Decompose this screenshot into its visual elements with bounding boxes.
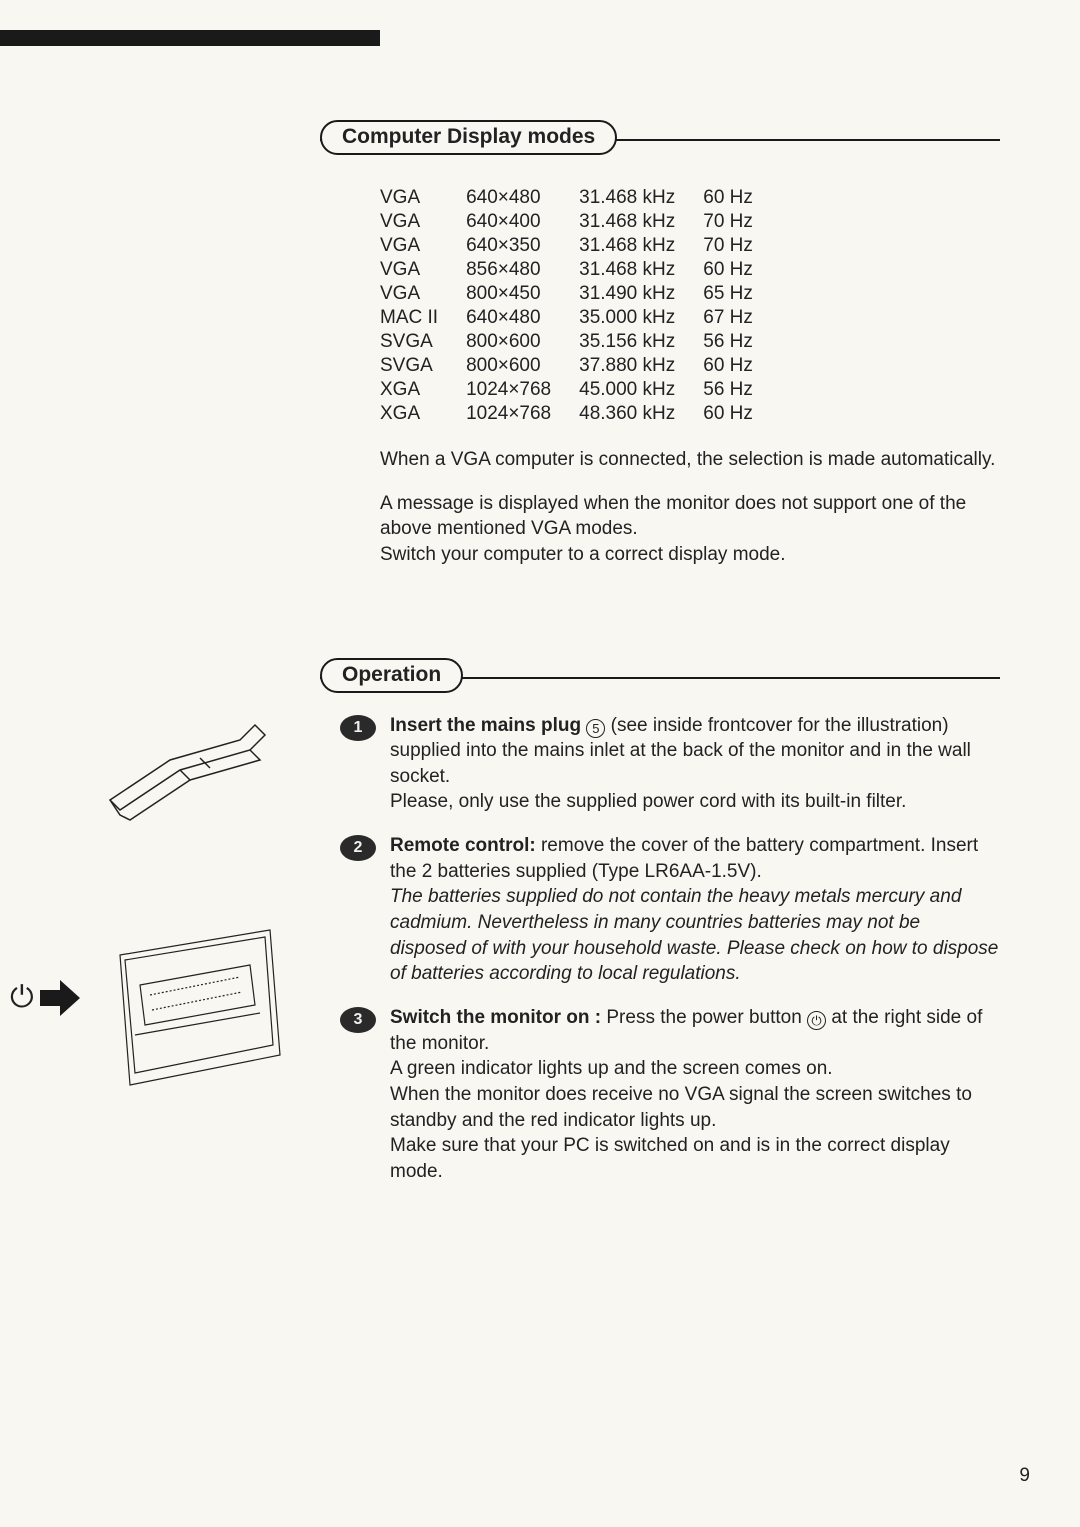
table-row: VGA640×35031.468 kHz70 Hz [380, 235, 781, 259]
display-modes-heading: Computer Display modes [320, 120, 617, 155]
table-cell: VGA [380, 235, 466, 259]
table-cell: 70 Hz [703, 235, 781, 259]
table-cell: 56 Hz [703, 331, 781, 355]
page-top-black-bar [0, 30, 380, 46]
operation-step-1: 1 Insert the mains plug 5 (see inside fr… [340, 713, 1000, 816]
table-cell: 48.360 kHz [579, 403, 703, 427]
table-cell: 31.468 kHz [579, 187, 703, 211]
table-cell: 800×450 [466, 283, 579, 307]
step-badge-1: 1 [340, 715, 376, 741]
table-cell: 1024×768 [466, 379, 579, 403]
table-row: SVGA800×60035.156 kHz56 Hz [380, 331, 781, 355]
table-cell: 640×400 [466, 211, 579, 235]
table-cell: 31.468 kHz [579, 259, 703, 283]
table-row: XGA1024×76848.360 kHz60 Hz [380, 403, 781, 427]
table-cell: 800×600 [466, 331, 579, 355]
power-icon: ⏻ [10, 981, 34, 1015]
table-cell: 35.156 kHz [579, 331, 703, 355]
side-illustrations [50, 700, 300, 1100]
table-cell: SVGA [380, 355, 466, 379]
table-cell: SVGA [380, 331, 466, 355]
step3-text1: Press the power button [601, 1007, 807, 1028]
table-cell: 67 Hz [703, 307, 781, 331]
plug-illustration [100, 700, 280, 850]
remote-illustration [90, 915, 290, 1095]
step2-italic: The batteries supplied do not contain th… [390, 886, 998, 984]
table-cell: 45.000 kHz [579, 379, 703, 403]
table-row: VGA856×48031.468 kHz60 Hz [380, 259, 781, 283]
operation-step-2: 2 Remote control: remove the cover of th… [340, 833, 1000, 987]
power-arrow-marker: ⏻ [10, 980, 80, 1016]
step-badge-2: 2 [340, 835, 376, 861]
operation-section: Operation 1 Insert the mains plug 5 (see… [320, 658, 1000, 1185]
table-cell: XGA [380, 379, 466, 403]
ref-circle-5: 5 [586, 719, 605, 738]
table-row: VGA640×40031.468 kHz70 Hz [380, 211, 781, 235]
table-cell: 31.468 kHz [579, 211, 703, 235]
table-cell: XGA [380, 403, 466, 427]
step3-text4: Make sure that your PC is switched on an… [390, 1135, 950, 1182]
power-icon-inline: ⏻ [807, 1011, 826, 1030]
step3-text3: When the monitor does receive no VGA sig… [390, 1084, 972, 1131]
step3-bold: Switch the monitor on : [390, 1007, 601, 1028]
table-cell: VGA [380, 187, 466, 211]
step3-text2: A green indicator lights up and the scre… [390, 1058, 833, 1079]
table-cell: 60 Hz [703, 355, 781, 379]
table-cell: 856×480 [466, 259, 579, 283]
manual-page: Computer Display modes VGA640×48031.468 … [0, 0, 1080, 1527]
operation-heading: Operation [320, 658, 463, 693]
table-cell: 31.468 kHz [579, 235, 703, 259]
table-cell: 60 Hz [703, 403, 781, 427]
table-cell: 35.000 kHz [579, 307, 703, 331]
display-modes-table: VGA640×48031.468 kHz60 HzVGA640×40031.46… [380, 187, 781, 427]
arrow-icon [40, 980, 80, 1016]
modes-para-2: A message is displayed when the monitor … [380, 491, 1000, 542]
table-cell: VGA [380, 211, 466, 235]
table-cell: 31.490 kHz [579, 283, 703, 307]
modes-para-1: When a VGA computer is connected, the se… [380, 447, 1000, 473]
display-modes-section: Computer Display modes VGA640×48031.468 … [320, 120, 1000, 568]
modes-para-3: Switch your computer to a correct displa… [380, 542, 1000, 568]
page-number: 9 [1019, 1465, 1030, 1487]
table-cell: 640×480 [466, 187, 579, 211]
step-body-3: Switch the monitor on : Press the power … [390, 1005, 1000, 1184]
table-cell: 60 Hz [703, 187, 781, 211]
step2-bold: Remote control: [390, 835, 536, 856]
table-cell: 37.880 kHz [579, 355, 703, 379]
table-cell: 800×600 [466, 355, 579, 379]
table-cell: 1024×768 [466, 403, 579, 427]
table-cell: 56 Hz [703, 379, 781, 403]
step1-bold: Insert the mains plug [390, 715, 581, 736]
table-cell: VGA [380, 283, 466, 307]
step1-text2: Please, only use the supplied power cord… [390, 791, 906, 812]
step-body-1: Insert the mains plug 5 (see inside fron… [390, 713, 1000, 816]
step-body-2: Remote control: remove the cover of the … [390, 833, 1000, 987]
operation-step-3: 3 Switch the monitor on : Press the powe… [340, 1005, 1000, 1184]
table-cell: VGA [380, 259, 466, 283]
table-row: VGA800×45031.490 kHz65 Hz [380, 283, 781, 307]
table-row: MAC II640×48035.000 kHz67 Hz [380, 307, 781, 331]
table-row: VGA640×48031.468 kHz60 Hz [380, 187, 781, 211]
table-cell: 60 Hz [703, 259, 781, 283]
table-cell: 640×480 [466, 307, 579, 331]
table-row: SVGA800×60037.880 kHz60 Hz [380, 355, 781, 379]
table-cell: 70 Hz [703, 211, 781, 235]
table-cell: MAC II [380, 307, 466, 331]
table-cell: 65 Hz [703, 283, 781, 307]
table-row: XGA1024×76845.000 kHz56 Hz [380, 379, 781, 403]
step-badge-3: 3 [340, 1007, 376, 1033]
table-cell: 640×350 [466, 235, 579, 259]
